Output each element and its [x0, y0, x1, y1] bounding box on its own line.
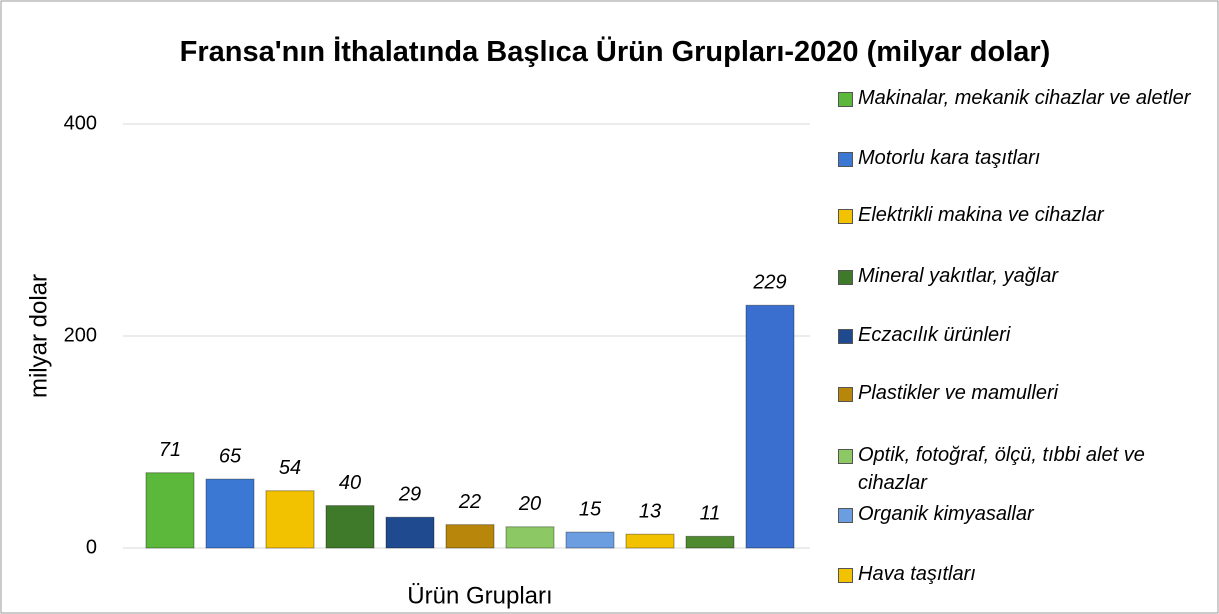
legend-item: Mineral yakıtlar, yağlar	[838, 262, 1213, 290]
bar	[685, 535, 735, 549]
bar	[625, 533, 675, 549]
legend-swatch	[838, 152, 853, 167]
data-label: 29	[398, 484, 421, 506]
data-label: 15	[579, 498, 602, 520]
legend-swatch	[838, 568, 853, 583]
legend-label: Mineral yakıtlar, yağlar	[858, 265, 1059, 287]
data-label: 22	[458, 491, 481, 513]
legend-label: Plastikler ve mamulleri	[858, 382, 1059, 404]
bar	[205, 478, 255, 549]
bar	[145, 472, 195, 549]
legend-swatch	[838, 92, 853, 107]
legend-item: Motorlu kara taşıtları	[838, 144, 1213, 172]
data-label: 20	[518, 493, 541, 515]
bar	[385, 516, 435, 549]
legend-label: Makinalar, mekanik cihazlar ve aletler	[858, 87, 1191, 109]
data-label: 40	[339, 472, 361, 494]
data-label: 71	[159, 439, 181, 461]
legend-label: Organik kimyasallar	[858, 503, 1034, 525]
y-tick-label: 0	[86, 536, 97, 558]
legend-swatch	[838, 209, 853, 224]
legend-swatch	[838, 449, 853, 464]
bar	[505, 526, 555, 549]
legend-swatch	[838, 508, 853, 523]
legend-item: Eczacılık ürünleri	[838, 321, 1213, 349]
bar	[445, 524, 495, 549]
data-label: 229	[752, 272, 786, 294]
x-axis-title: Ürün Grupları	[407, 582, 552, 609]
legend-item: Optik, fotoğraf, ölçü, tıbbi alet ve cih…	[838, 441, 1213, 497]
legend-label: Optik, fotoğraf, ölçü, tıbbi alet ve cih…	[858, 444, 1145, 494]
legend-label: Hava taşıtları	[858, 563, 976, 585]
y-tick-label: 400	[64, 112, 97, 134]
chart-title: Fransa'nın İthalatında Başlıca Ürün Grup…	[179, 36, 1051, 68]
legend-item: Plastikler ve mamulleri	[838, 379, 1213, 407]
bar	[325, 505, 375, 549]
bar	[565, 531, 615, 549]
legend-swatch	[838, 387, 853, 402]
legend-label: Eczacılık ürünleri	[858, 324, 1011, 346]
y-tick-label: 200	[64, 324, 97, 346]
legend-swatch	[838, 329, 853, 344]
bar	[265, 490, 315, 549]
legend-item: Hava taşıtları	[838, 560, 1213, 588]
bar	[745, 304, 795, 549]
legend-label: Motorlu kara taşıtları	[858, 147, 1041, 169]
data-label: 54	[279, 457, 301, 479]
data-label: 65	[219, 445, 242, 467]
legend-item: Elektrikli makina ve cihazlar	[838, 201, 1213, 229]
data-label: 11	[700, 503, 721, 525]
legend-swatch	[838, 270, 853, 285]
legend-item: Organik kimyasallar	[838, 500, 1213, 528]
data-label: 13	[639, 501, 661, 523]
legend-label: Elektrikli makina ve cihazlar	[858, 204, 1104, 226]
y-axis-title: milyar dolar	[25, 274, 52, 398]
legend-item: Makinalar, mekanik cihazlar ve aletler	[838, 84, 1213, 112]
